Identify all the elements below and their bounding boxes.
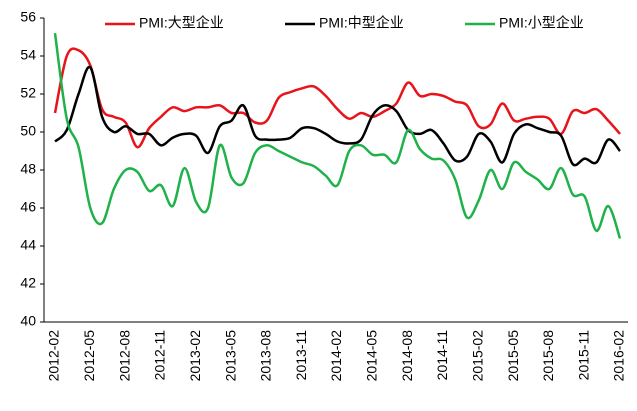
x-tick-label: 2012-11 bbox=[152, 330, 168, 381]
y-tick-label: 42 bbox=[20, 275, 36, 291]
x-tick-label: 2013-11 bbox=[293, 330, 309, 381]
x-tick-label: 2015-08 bbox=[540, 330, 556, 382]
x-tick-label: 2014-02 bbox=[328, 330, 344, 382]
x-tick-label: 2014-08 bbox=[399, 330, 415, 382]
series-line bbox=[54, 65, 621, 167]
y-tick-label: 52 bbox=[20, 85, 36, 101]
x-tick-label: 2015-02 bbox=[469, 330, 485, 382]
x-tick-label: 2012-05 bbox=[81, 330, 97, 382]
x-tick-label: 2012-08 bbox=[116, 330, 132, 382]
legend-label: PMI:大型企业 bbox=[139, 15, 224, 31]
x-tick-label: 2013-05 bbox=[222, 330, 238, 382]
x-tick-label: 2013-08 bbox=[258, 330, 274, 382]
y-tick-label: 56 bbox=[20, 9, 36, 25]
y-tick-label: 54 bbox=[20, 47, 36, 63]
x-tick-label: 2012-02 bbox=[46, 330, 62, 382]
x-tick-label: 2014-11 bbox=[434, 330, 450, 381]
x-tick-label: 2014-05 bbox=[364, 330, 380, 382]
y-tick-label: 48 bbox=[20, 161, 36, 177]
x-tick-label: 2015-05 bbox=[505, 330, 521, 382]
y-tick-label: 50 bbox=[20, 123, 36, 139]
series-line bbox=[53, 47, 621, 149]
series-line bbox=[53, 33, 622, 239]
x-tick-label: 2016-02 bbox=[611, 330, 627, 382]
legend-label: PMI:中型企业 bbox=[319, 15, 404, 31]
x-tick-label: 2015-11 bbox=[575, 330, 591, 381]
legend-label: PMI:小型企业 bbox=[499, 15, 584, 31]
y-tick-label: 40 bbox=[20, 313, 36, 329]
y-tick-label: 46 bbox=[20, 199, 36, 215]
y-tick-label: 44 bbox=[20, 237, 36, 253]
x-tick-label: 2013-02 bbox=[187, 330, 203, 382]
